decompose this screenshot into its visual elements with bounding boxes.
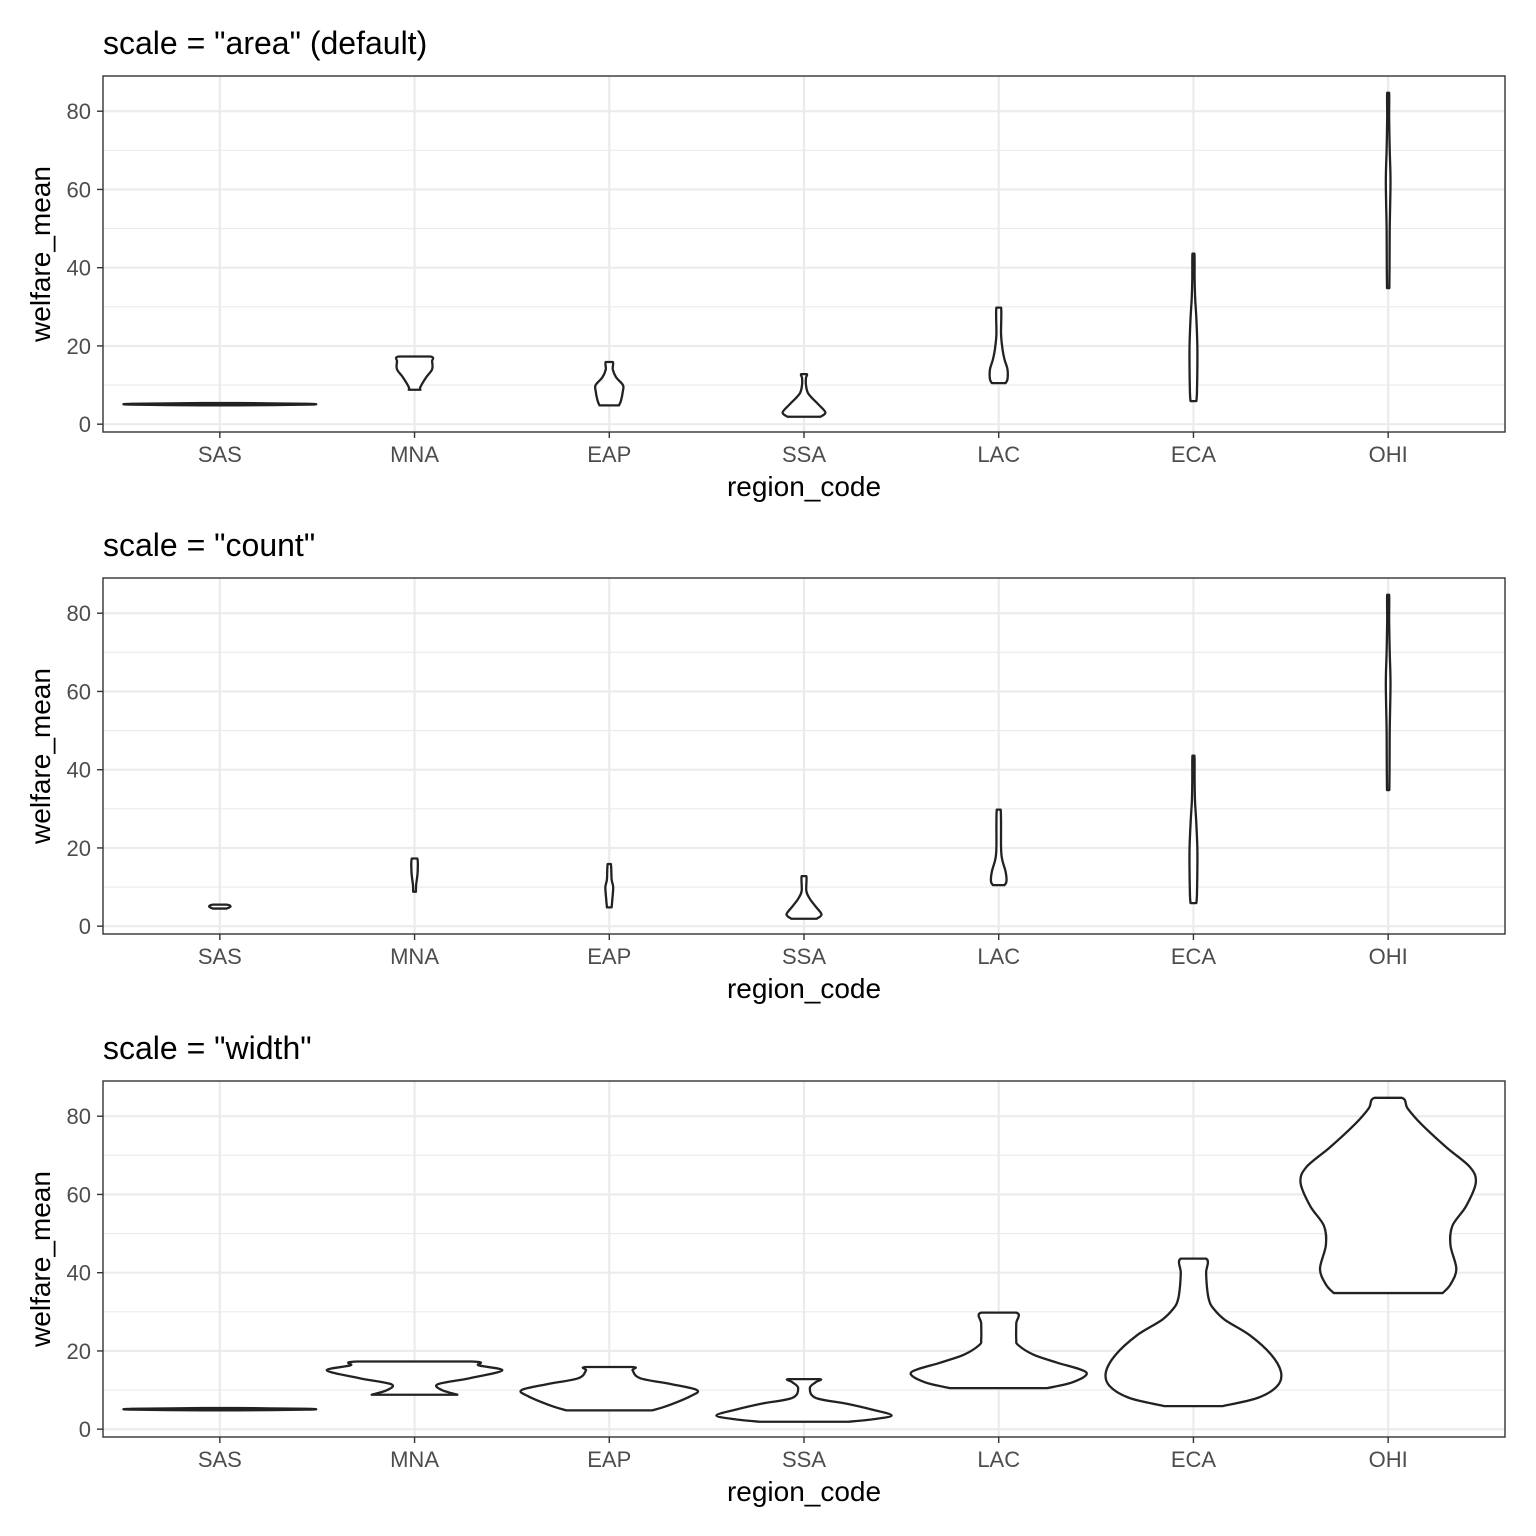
violin-sas: [122, 1406, 318, 1412]
y-tick-label: 80: [67, 1104, 91, 1129]
violin-ohi: [1384, 91, 1392, 290]
x-axis-title: region_code: [727, 1476, 881, 1507]
x-tick-label-ohi: OHI: [1369, 1447, 1408, 1472]
violin-lac: [909, 1311, 1088, 1390]
x-tick-label-ssa: SSA: [782, 1447, 826, 1472]
y-tick-label: 20: [67, 836, 91, 861]
violin-ssa: [715, 1377, 893, 1423]
violin-sas: [207, 903, 232, 910]
x-tick-label-ohi: OHI: [1369, 442, 1408, 467]
violin-eap: [593, 360, 625, 407]
panel-3: scale = "width" 0 20 40 60 80 SAS MNA EAP SSA LAC E…: [25, 1030, 1506, 1507]
y-tick-label: 20: [67, 334, 91, 359]
y-tick-label: 40: [67, 758, 91, 783]
x-tick-label-sas: SAS: [198, 1447, 242, 1472]
violin-eca: [1104, 1257, 1283, 1408]
x-tick-label-eca: ECA: [1171, 442, 1217, 467]
panel-title: scale = "width": [103, 1030, 312, 1066]
y-tick-label: 60: [67, 679, 91, 704]
y-tick-label: 80: [67, 601, 91, 626]
violin-eap: [519, 1365, 700, 1412]
violin-mna: [325, 1360, 504, 1396]
x-tick-label-mna: MNA: [390, 1447, 439, 1472]
panel-title: scale = "area" (default): [103, 25, 427, 61]
panel-title: scale = "count": [103, 527, 315, 563]
x-tick-label-eap: EAP: [587, 442, 631, 467]
x-tick-label-eca: ECA: [1171, 1447, 1217, 1472]
violin-lac: [989, 808, 1008, 887]
x-tick-label-sas: SAS: [198, 944, 242, 969]
y-tick-label: 0: [79, 1417, 91, 1442]
violin-lac: [988, 306, 1009, 385]
x-tick-label-lac: LAC: [977, 442, 1020, 467]
x-tick-label-mna: MNA: [390, 944, 439, 969]
x-tick-label-lac: LAC: [977, 1447, 1020, 1472]
y-axis-title: welfare_mean: [25, 1171, 56, 1348]
y-tick-label: 0: [79, 412, 91, 437]
panel-2: scale = "count" 0 20 40 60 80 SAS MNA EAP SSA LAC E…: [25, 527, 1506, 1004]
y-axis-title: welfare_mean: [25, 166, 56, 343]
y-tick-label: 40: [67, 256, 91, 281]
violin-eap: [604, 862, 615, 909]
x-tick-label-ssa: SSA: [782, 442, 826, 467]
x-axis-title: region_code: [727, 471, 881, 502]
violin-mna: [410, 857, 420, 893]
violin-eca: [1188, 252, 1199, 403]
x-tick-label-eap: EAP: [587, 944, 631, 969]
x-tick-label-ssa: SSA: [782, 944, 826, 969]
y-tick-label: 40: [67, 1261, 91, 1286]
x-tick-label-eap: EAP: [587, 1447, 631, 1472]
violin-ohi: [1384, 593, 1392, 792]
y-tick-label: 80: [67, 99, 91, 124]
violin-mna: [394, 355, 435, 391]
x-tick-label-ohi: OHI: [1369, 944, 1408, 969]
y-tick-label: 20: [67, 1339, 91, 1364]
x-tick-label-lac: LAC: [977, 944, 1020, 969]
y-axis-title: welfare_mean: [25, 668, 56, 845]
violin-ssa: [781, 372, 827, 418]
violin-eca: [1188, 754, 1199, 905]
panel-1: scale = "area" (default) 0 20 40 60 80 SAS MNA E…: [25, 25, 1506, 502]
y-tick-label: 60: [67, 1182, 91, 1207]
x-axis-title: region_code: [727, 973, 881, 1004]
y-tick-label: 60: [67, 177, 91, 202]
violin-ssa: [785, 874, 823, 920]
y-tick-label: 0: [79, 914, 91, 939]
x-tick-label-eca: ECA: [1171, 944, 1217, 969]
x-tick-label-sas: SAS: [198, 442, 242, 467]
violin-ohi: [1299, 1096, 1478, 1295]
violin-sas: [122, 401, 318, 407]
x-tick-label-mna: MNA: [390, 442, 439, 467]
